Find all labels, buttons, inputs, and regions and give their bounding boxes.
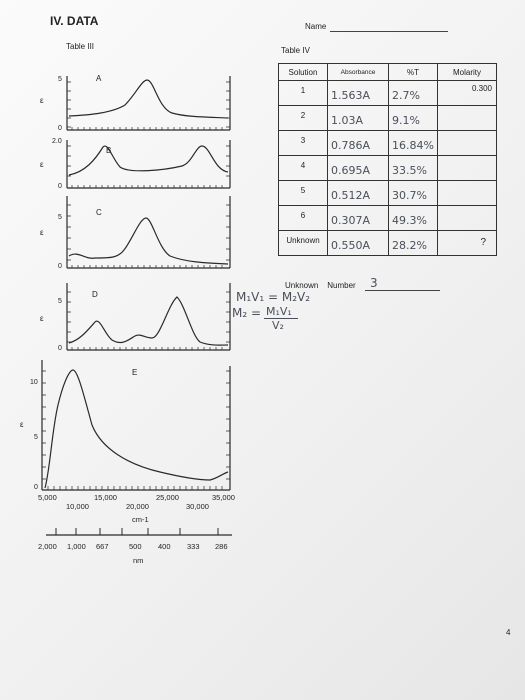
header-percent-t: %T — [388, 63, 438, 81]
solution-cell: 2 — [300, 111, 306, 120]
panel-c-ytick-top: 5 — [58, 214, 62, 221]
absorbance-cell[interactable]: 0.786A — [331, 139, 371, 152]
solution-cell: 3 — [300, 136, 306, 145]
wavenumber-tick-10000: 10,000 — [66, 502, 89, 511]
panel-d-epsilon: ε — [40, 314, 44, 323]
header-solution: Solution — [278, 63, 328, 81]
header-absorbance: Absorbance — [327, 63, 389, 81]
solution-cell: 6 — [300, 211, 306, 220]
panel-a-ytick-zero: 0 — [58, 125, 62, 132]
panel-c-epsilon: ε — [40, 228, 44, 237]
panel-e-label: E — [132, 368, 138, 377]
name-label: Name — [305, 22, 327, 31]
wavenumber-tick-35000: 35,000 — [212, 493, 235, 502]
panel-c-ytick-zero: 0 — [58, 263, 62, 270]
spectrum-panel-c — [66, 196, 231, 269]
percent-t-cell[interactable]: 2.7% — [392, 89, 420, 102]
solution-cell: Unknown — [286, 236, 320, 245]
panel-e-ytick-zero: 0 — [34, 484, 38, 491]
table-row: 3 0.786A 16.84% — [278, 130, 497, 156]
spectrum-panel-e — [41, 360, 231, 491]
absorbance-cell[interactable]: 0.307A — [331, 214, 371, 227]
spectrum-panel-b — [66, 140, 231, 189]
wavenumber-tick-30000: 30,000 — [186, 502, 209, 511]
unknown-number-label: Unknown Number — [285, 281, 356, 290]
table3-title: Table III — [66, 42, 95, 51]
panel-e-ytick-10: 10 — [30, 379, 38, 386]
absorbance-cell[interactable]: 0.695A — [331, 164, 371, 177]
panel-b-label: B — [106, 146, 112, 155]
solution-cell: 4 — [300, 161, 306, 170]
spectrum-panel-a — [66, 76, 231, 131]
table-row: 1 1.563A 2.7% 0.300 — [278, 80, 497, 106]
table4-title: Table IV — [281, 46, 310, 55]
wavenumber-tick-20000: 20,000 — [126, 502, 149, 511]
table-row: 6 0.307A 49.3% — [278, 205, 497, 231]
molarity-cell[interactable]: ? — [480, 237, 486, 248]
panel-b-epsilon: ε — [40, 160, 44, 169]
equation-denominator: V₂ — [272, 319, 284, 332]
table-row: 5 0.512A 30.7% — [278, 180, 497, 206]
molarity-cell[interactable]: 0.300 — [471, 84, 492, 93]
panel-d-ytick-top: 5 — [58, 298, 62, 305]
unknown-number-value[interactable]: 3 — [370, 276, 378, 290]
name-blank-line — [330, 31, 448, 32]
panel-e-ytick-5: 5 — [34, 434, 38, 441]
panel-d-label: D — [92, 290, 98, 299]
absorbance-cell[interactable]: 0.550A — [331, 239, 371, 252]
table-header-row: Solution Absorbance %T Molarity — [278, 63, 497, 81]
panel-d-ytick-zero: 0 — [58, 345, 62, 352]
absorbance-cell[interactable]: 0.512A — [331, 189, 371, 202]
wavenumber-unit: cm-1 — [132, 515, 149, 524]
table-row: 4 0.695A 33.5% — [278, 155, 497, 181]
wavelength-axis — [46, 528, 232, 536]
equation-numerator: M₁V₁ — [266, 305, 292, 318]
percent-t-cell[interactable]: 16.84% — [392, 139, 434, 152]
absorbance-cell[interactable]: 1.03A — [331, 114, 364, 127]
percent-t-cell[interactable]: 9.1% — [392, 114, 420, 127]
wavenumber-tick-15000: 15,000 — [94, 493, 117, 502]
panel-b-ytick-top: 2.0 — [52, 138, 62, 145]
wavelength-tick-333: 333 — [187, 542, 200, 551]
percent-t-cell[interactable]: 30.7% — [392, 189, 427, 202]
table-row-unknown: Unknown 0.550A 28.2% ? — [278, 230, 497, 256]
wavelength-tick-2000: 2,000 — [38, 542, 57, 551]
percent-t-cell[interactable]: 28.2% — [392, 239, 427, 252]
wavelength-tick-286: 286 — [215, 542, 228, 551]
wavelength-tick-1000: 1,000 — [67, 542, 86, 551]
page-number: 4 — [506, 628, 511, 637]
panel-a-epsilon: ε — [40, 96, 44, 105]
table-row: 2 1.03A 9.1% — [278, 105, 497, 131]
table-iv: Solution Absorbance %T Molarity 1 1.563A… — [278, 63, 497, 256]
wavelength-tick-400: 400 — [158, 542, 171, 551]
percent-t-cell[interactable]: 33.5% — [392, 164, 427, 177]
panel-b-ytick-zero: 0 — [58, 183, 62, 190]
section-title: IV. DATA — [50, 14, 99, 28]
panel-a-ytick-top: 5 — [58, 76, 62, 83]
solution-cell: 5 — [300, 186, 306, 195]
equation-dilution: M₁V₁ = M₂V₂ — [236, 290, 311, 304]
wavenumber-tick-5000: 5,000 — [38, 493, 57, 502]
fraction-bar — [264, 318, 298, 319]
panel-e-epsilon: ε — [20, 420, 24, 429]
wavelength-tick-500: 500 — [129, 542, 142, 551]
wavenumber-tick-25000: 25,000 — [156, 493, 179, 502]
wavelength-unit: nm — [133, 556, 144, 565]
header-molarity: Molarity — [437, 63, 497, 81]
unknown-number-line — [365, 290, 440, 291]
percent-t-cell[interactable]: 49.3% — [392, 214, 427, 227]
panel-c-label: C — [96, 208, 102, 217]
solution-cell: 1 — [300, 86, 306, 95]
spectrum-panel-d — [66, 283, 231, 351]
panel-a-label: A — [96, 74, 102, 83]
absorbance-cell[interactable]: 1.563A — [331, 89, 371, 102]
equation-solved-lhs: M₂ = — [232, 306, 262, 320]
wavelength-tick-667: 667 — [96, 542, 109, 551]
